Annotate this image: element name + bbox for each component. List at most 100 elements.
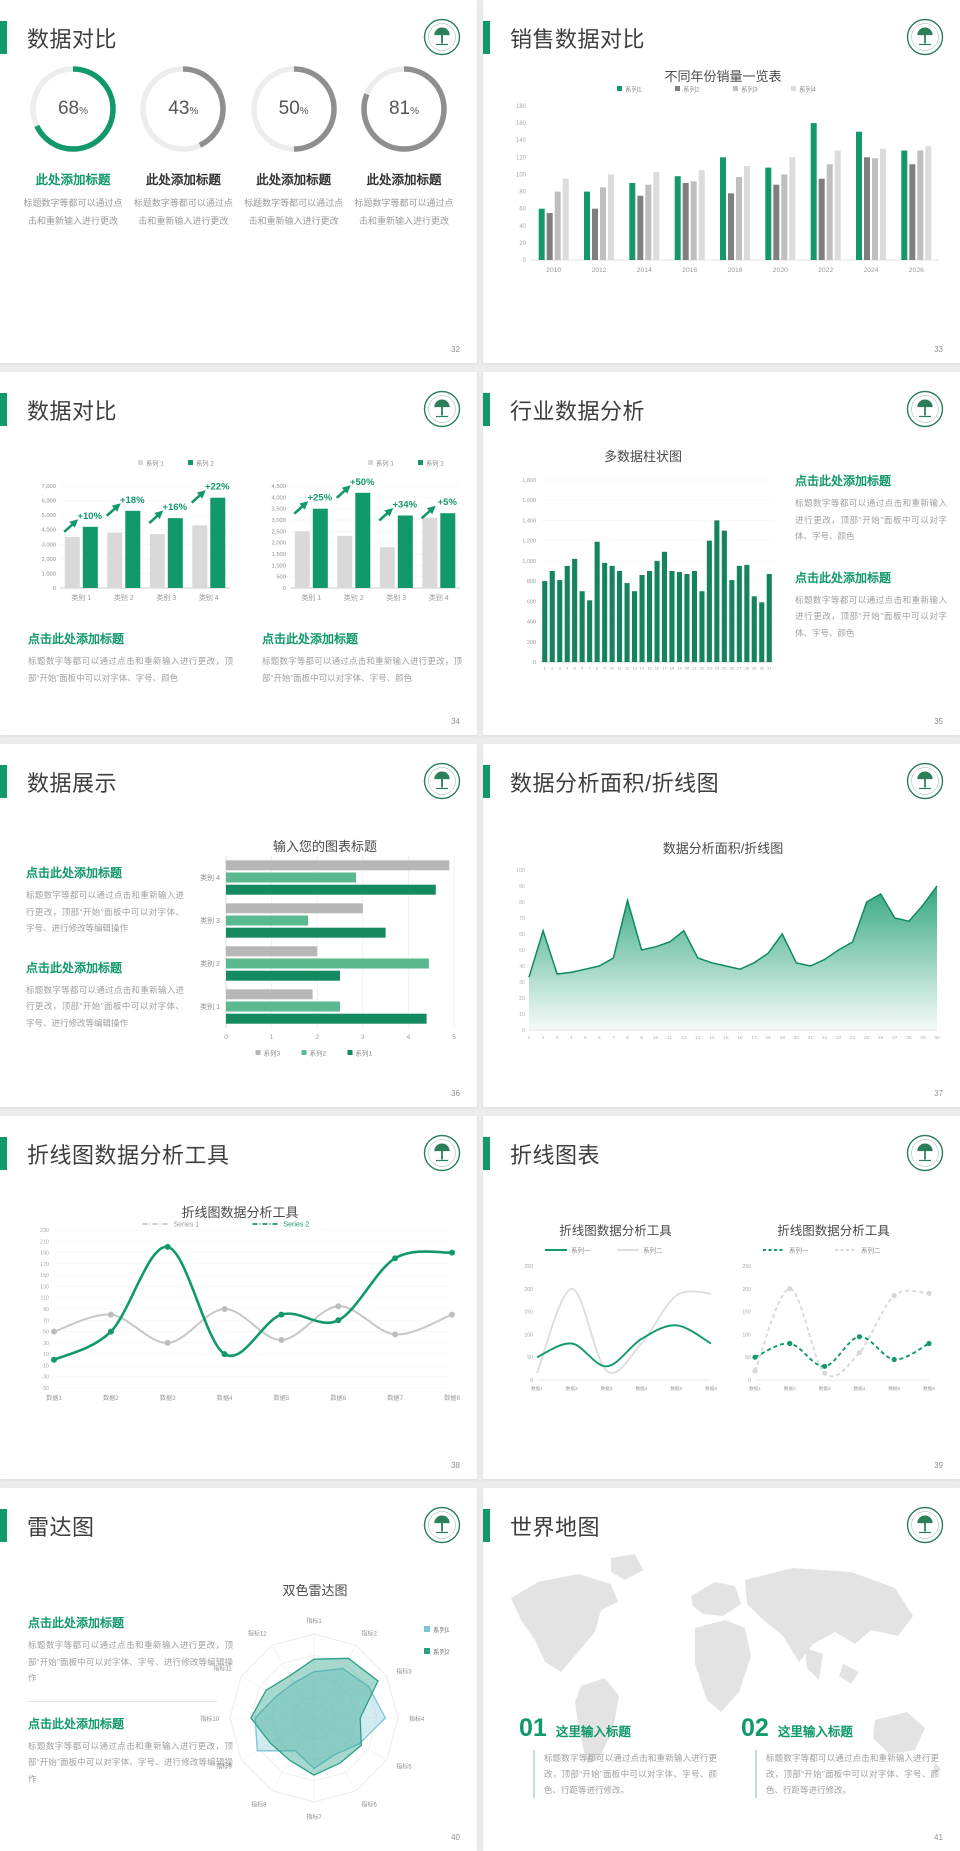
svg-text:1,000: 1,000 (522, 559, 536, 565)
svg-text:4,000: 4,000 (41, 528, 56, 534)
slide-38-line-analysis-tool[interactable]: 折线图数据分析工具 折线图数据分析工具 Series 1 Series 2 -50 -… (0, 1116, 477, 1479)
svg-text:60: 60 (519, 207, 526, 213)
slide-41-world-map[interactable]: 世界地图 01 这里输入标题 标题数字等都可以通过点击和重新输入进行更改，顶部“… (483, 1488, 960, 1851)
svg-text:类别 2: 类别 2 (200, 959, 220, 968)
slide-32-donut-comparison[interactable]: 数据对比 68% 此处添加标题 标题数字等都可以通过点击和重新输入进行更改 43… (0, 0, 477, 363)
svg-text:指标6: 指标6 (362, 1800, 378, 1808)
svg-text:60: 60 (519, 932, 525, 938)
svg-text:70: 70 (43, 1318, 49, 1324)
svg-text:10: 10 (519, 1012, 525, 1018)
svg-text:4,500: 4,500 (271, 484, 286, 490)
slide-title: 数据分析面积/折线图 (510, 770, 720, 796)
text-block: 点击此处添加标题 标题数字等都可以通过点击和重新输入进行更改，顶部“开始”面板中… (26, 959, 184, 1032)
svg-text:12: 12 (681, 1035, 687, 1041)
chart-title: 不同年份销量一览表 (664, 69, 782, 84)
svg-text:-50: -50 (41, 1386, 49, 1392)
donut-heading: 此处添加标题 (366, 173, 442, 187)
svg-text:类别 3: 类别 3 (156, 593, 176, 602)
block-heading: 点击此处添加标题 (26, 866, 123, 880)
svg-text:2,000: 2,000 (271, 541, 286, 547)
svg-text:类别 3: 类别 3 (386, 593, 406, 602)
sales-grouped-bar-chart: 系列1 系列2 系列3 系列4 0 20 40 60 80 100 120 140 160 180 2010… (497, 82, 947, 322)
svg-text:150: 150 (742, 1310, 751, 1316)
svg-text:9: 9 (640, 1035, 643, 1041)
svg-text:70: 70 (519, 916, 525, 922)
svg-text:+18%: +18% (120, 495, 145, 506)
svg-text:2,500: 2,500 (271, 529, 286, 535)
slide-35-industry-analysis[interactable]: 行业数据分析 多数据柱状图 0 200 400 600 800 1,000 1,200 1,4… (483, 372, 960, 735)
svg-text:160: 160 (516, 121, 527, 127)
svg-text:200: 200 (524, 1287, 533, 1293)
svg-text:50: 50 (745, 1355, 751, 1361)
svg-text:9: 9 (603, 666, 606, 671)
svg-text:1,600: 1,600 (522, 498, 536, 504)
text-block: 点击此处添加标题 标题数字等都可以通过点击和重新输入进行更改，顶部“开始”面板中… (795, 472, 947, 545)
radar-chart: 指标1 指标2 指标3 指标4 指标5 指标6 指标7 指标8 指标9 指标10 指标11 指标12 系… (172, 1592, 472, 1832)
accent-bar (483, 21, 490, 54)
svg-text:指标10: 指标10 (200, 1715, 219, 1723)
numbered-text-block: 01 这里输入标题 标题数字等都可以通过点击和重新输入进行更改，顶部“开始”面板… (519, 1716, 717, 1799)
svg-text:800: 800 (527, 579, 536, 585)
svg-text:1: 1 (528, 1035, 531, 1041)
accent-bar (0, 765, 7, 798)
svg-text:150: 150 (524, 1310, 533, 1316)
slide-37-area-line-chart[interactable]: 数据分析面积/折线图 数据分析面积/折线图 0 10 20 30 40 50 60 70 80 9… (483, 744, 960, 1107)
svg-text:22: 22 (822, 1035, 828, 1041)
svg-text:200: 200 (742, 1287, 751, 1293)
svg-text:20: 20 (794, 1035, 800, 1041)
svg-text:1,400: 1,400 (522, 518, 536, 524)
slide-34-arrow-bar-comparison[interactable]: 数据对比 系列 1 系列 2 0 1,000 2,000 3,000 4,000 5,000 6… (0, 372, 477, 735)
svg-text:30: 30 (934, 1035, 940, 1041)
svg-text:系列1: 系列1 (356, 1049, 373, 1058)
svg-text:30: 30 (43, 1341, 49, 1347)
svg-text:250: 250 (742, 1264, 751, 1270)
svg-text:数据6: 数据6 (705, 1385, 717, 1392)
svg-text:数据8: 数据8 (444, 1394, 460, 1402)
svg-text:数据2: 数据2 (103, 1394, 119, 1402)
svg-text:30: 30 (519, 980, 525, 986)
svg-text:4,000: 4,000 (271, 495, 286, 501)
block-heading: 点击此处添加标题 (262, 632, 359, 646)
slide-39-line-charts[interactable]: 折线图表 折线图数据分析工具 折线图数据分析工具 系列一 系列二 0 50 100 150… (483, 1116, 960, 1479)
block-body: 标题数字等都可以通过点击和重新输入进行更改，顶部“开始”面板中可以对字体、字号、… (795, 594, 947, 638)
slide-33-sales-comparison[interactable]: 销售数据对比 不同年份销量一览表 系列1 系列2 系列3 系列4 0 20 40 60 80 10… (483, 0, 960, 363)
line-chart: Series 1 Series 2 -50 -30 -10 10 30 50 70 90 110 13… (14, 1218, 461, 1432)
svg-text:数据4: 数据4 (217, 1394, 233, 1402)
svg-text:80: 80 (519, 190, 526, 196)
school-logo-icon (423, 762, 461, 800)
svg-text:数据5: 数据5 (888, 1385, 900, 1392)
donut-description: 标题数字等都可以通过点击和重新输入进行更改 (23, 198, 123, 226)
svg-text:4: 4 (570, 1035, 573, 1041)
slide-title: 折线图表 (510, 1142, 601, 1168)
svg-text:80: 80 (519, 900, 525, 906)
svg-text:15: 15 (723, 1035, 729, 1041)
svg-text:19: 19 (780, 1035, 786, 1041)
svg-text:250: 250 (524, 1264, 533, 1270)
svg-text:40: 40 (519, 224, 526, 230)
accent-bar (0, 393, 7, 426)
svg-text:类别 1: 类别 1 (301, 593, 321, 602)
svg-text:系列1: 系列1 (433, 1625, 450, 1634)
svg-text:17: 17 (751, 1035, 757, 1041)
svg-text:2024: 2024 (863, 267, 878, 274)
donut-description: 标题数字等都可以通过点击和重新输入进行更改 (244, 198, 344, 226)
svg-text:系列3: 系列3 (264, 1049, 281, 1058)
donut-heading: 此处添加标题 (145, 173, 221, 187)
svg-text:29: 29 (920, 1035, 926, 1041)
svg-text:1,800: 1,800 (522, 478, 536, 484)
text-column: 点击此处添加标题 标题数字等都可以通过点击和重新输入进行更改，顶部“开始”面板中… (795, 472, 947, 641)
svg-text:数据6: 数据6 (330, 1394, 346, 1402)
slide-title: 销售数据对比 (510, 26, 646, 52)
svg-text:数据4: 数据4 (854, 1385, 866, 1392)
svg-text:系列 1: 系列 1 (376, 459, 394, 468)
school-logo-icon (423, 1506, 461, 1544)
page-number: 37 (934, 1089, 943, 1098)
svg-text:2012: 2012 (591, 267, 606, 274)
accent-bar (483, 765, 490, 798)
slide-36-data-display[interactable]: 数据展示 点击此处添加标题 标题数字等都可以通过点击和重新输入进行更改，顶部“开… (0, 744, 477, 1107)
donut-gauge: 81% (359, 64, 449, 154)
text-block: 点击此处添加标题 标题数字等都可以通过点击和重新输入进行更改，顶部“开始”面板中… (26, 864, 184, 937)
slide-40-radar-chart[interactable]: 雷达图 点击此处添加标题 标题数字等都可以通过点击和重新输入进行更改，顶部“开始… (0, 1488, 477, 1851)
svg-text:数据3: 数据3 (819, 1385, 831, 1392)
